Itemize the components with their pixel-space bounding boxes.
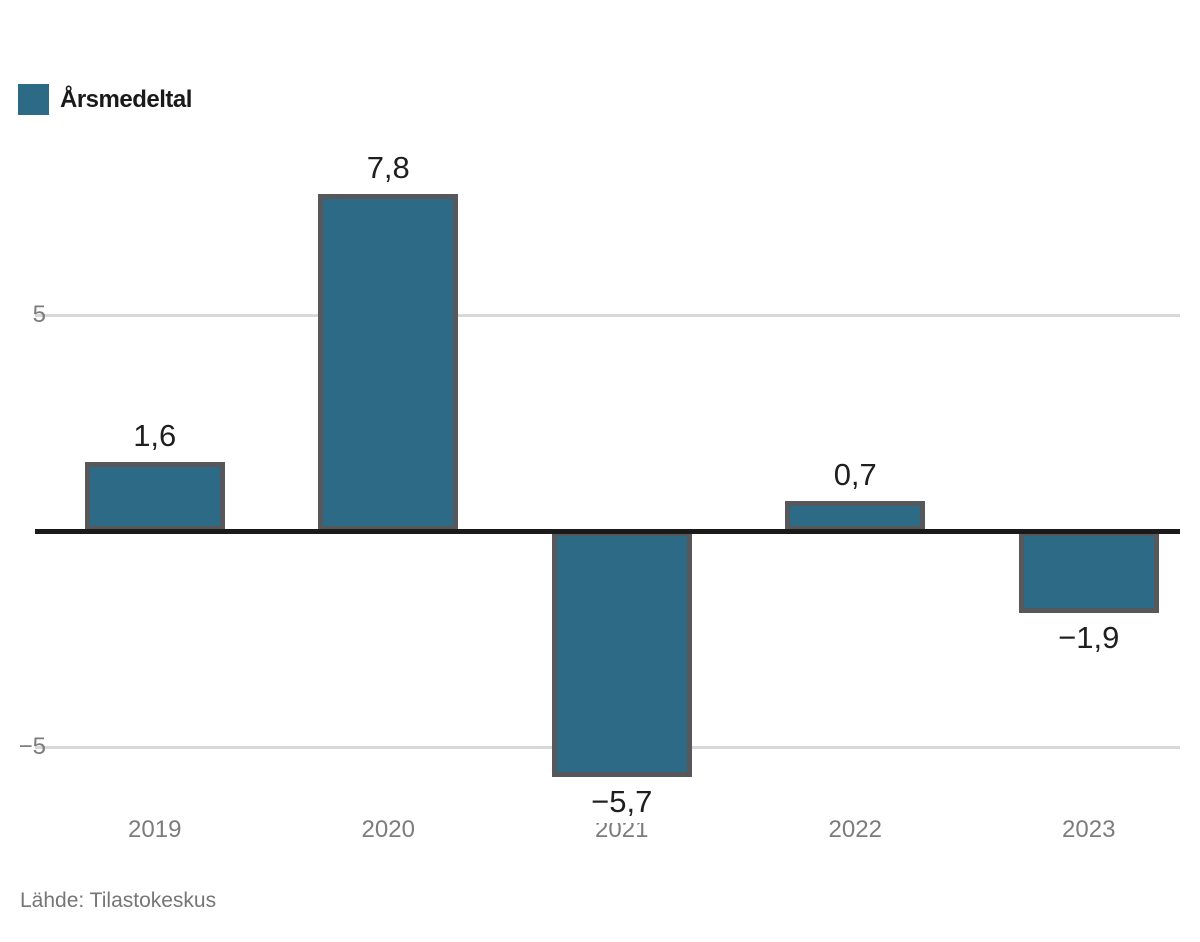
x-axis-tick-label: 2022 [828,816,882,843]
bar-2022 [785,500,926,531]
bar-2019 [84,461,225,531]
source-text: Lähde: Tilastokeskus [20,889,217,912]
y-axis-tick-label: 5 [32,301,46,328]
gridline [35,314,1180,317]
legend: Årsmedeltal [18,84,192,115]
x-axis-tick-label: 2023 [1062,816,1116,843]
legend-label: Årsmedeltal [60,85,192,113]
bar-value-label: −5,7 [582,781,662,824]
y-axis-tick-label: −5 [18,733,46,760]
bar-value-label: 7,8 [357,147,419,190]
bar-2020 [318,194,459,531]
bar-2021 [551,531,692,778]
bar-value-label: −1,9 [1049,617,1129,660]
bar-2023 [1018,531,1159,614]
x-axis-tick-label: 2019 [128,816,182,843]
bar-value-label: 1,6 [124,414,186,457]
legend-swatch [18,84,49,115]
x-axis-tick-label: 2020 [361,816,415,843]
zero-axis-line [35,529,1180,534]
bar-value-label: 0,7 [824,453,886,496]
